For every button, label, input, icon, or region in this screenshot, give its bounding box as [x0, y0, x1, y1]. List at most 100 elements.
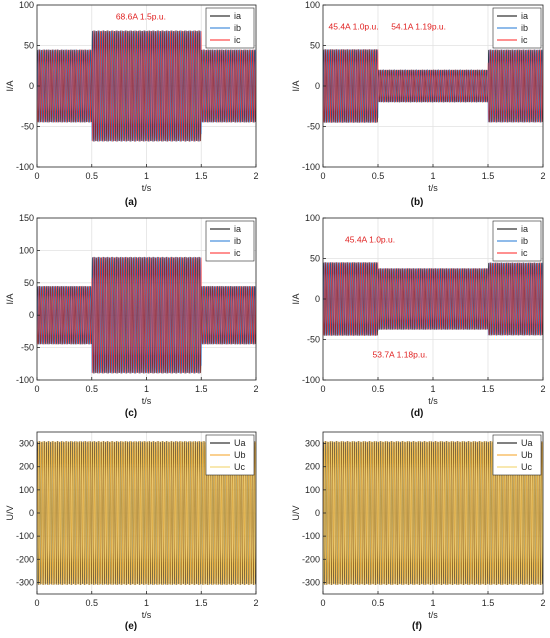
- subfigure-caption: (f): [412, 621, 422, 632]
- x-tick-label: 1: [430, 384, 435, 394]
- x-tick-label: 1: [430, 171, 435, 181]
- subfigure-caption: (e): [125, 621, 137, 632]
- y-tick-label: -100: [302, 375, 320, 385]
- legend-label: ic: [234, 248, 241, 258]
- y-axis-label: I/A: [291, 80, 301, 91]
- x-tick-label: 2: [253, 171, 258, 181]
- y-tick-label: 0: [29, 508, 34, 518]
- y-tick-label: 150: [19, 213, 34, 223]
- x-tick-label: 2: [540, 384, 545, 394]
- x-axis-label: t/s: [142, 396, 152, 406]
- series-line-ia: [37, 30, 256, 142]
- series-line-uc: [37, 441, 256, 585]
- subfigure-caption: (b): [411, 197, 424, 208]
- x-axis-label: t/s: [428, 610, 438, 620]
- legend-label: Ua: [234, 438, 246, 448]
- chart-panel-3: 0 0.5 1 1.5 2 -100 -50 0 50 100 t/s I/A ia ib ic 45.4A …: [291, 213, 546, 419]
- x-tick-label: 2: [253, 384, 258, 394]
- series-line-ic: [37, 256, 256, 374]
- x-tick-label: 0: [34, 384, 39, 394]
- y-tick-label: -50: [21, 343, 34, 353]
- y-tick-label: -300: [302, 577, 320, 587]
- y-tick-label: 100: [19, 0, 34, 10]
- annotation-label: 53.7A 1.18p.u.: [373, 349, 428, 359]
- annotation-label: 54.1A 1.19p.u.: [391, 21, 446, 31]
- y-axis-label: U/V: [5, 505, 15, 520]
- legend-label: Uc: [521, 462, 532, 472]
- y-tick-label: -100: [302, 162, 320, 172]
- y-tick-label: -300: [16, 577, 34, 587]
- y-tick-label: 50: [310, 41, 320, 51]
- y-tick-label: 0: [315, 508, 320, 518]
- y-tick-label: 100: [19, 485, 34, 495]
- x-tick-label: 0.5: [85, 171, 98, 181]
- legend-label: ib: [234, 23, 241, 33]
- x-tick-label: 1: [144, 171, 149, 181]
- x-tick-label: 0: [320, 384, 325, 394]
- y-tick-label: 100: [305, 213, 320, 223]
- y-tick-label: 0: [29, 310, 34, 320]
- y-tick-label: -200: [16, 554, 34, 564]
- legend-label: ib: [521, 236, 528, 246]
- legend-label: ia: [234, 224, 241, 234]
- series-line-ic: [323, 49, 543, 123]
- legend-label: ib: [521, 23, 528, 33]
- x-tick-label: 2: [253, 598, 258, 608]
- x-tick-label: 0.5: [372, 384, 385, 394]
- series-line-ib: [37, 30, 256, 142]
- x-tick-label: 1: [144, 384, 149, 394]
- x-tick-label: 1.5: [482, 384, 495, 394]
- x-tick-label: 1.5: [195, 171, 208, 181]
- x-tick-label: 0.5: [85, 598, 98, 608]
- series-line-ib: [37, 256, 256, 374]
- x-tick-label: 0: [34, 598, 39, 608]
- y-tick-label: -50: [21, 122, 34, 132]
- y-tick-label: 300: [305, 439, 320, 449]
- x-tick-label: 2: [540, 171, 545, 181]
- series-line-ib: [323, 261, 543, 337]
- legend-label: Ub: [521, 450, 533, 460]
- y-tick-label: 100: [305, 0, 320, 10]
- series-line-ic: [37, 30, 256, 142]
- x-tick-label: 1.5: [195, 598, 208, 608]
- legend-label: ic: [234, 35, 241, 45]
- y-tick-label: 50: [24, 278, 34, 288]
- x-axis-label: t/s: [142, 610, 152, 620]
- chart-panel-1: 0 0.5 1 1.5 2 -100 -50 0 50 100 t/s I/A ia ib ic 45.4A …: [291, 0, 546, 208]
- y-axis-label: I/A: [291, 293, 301, 304]
- annotation-label: 68.6A 1.5p.u.: [116, 12, 166, 22]
- legend-label: Uc: [234, 462, 245, 472]
- y-tick-label: 0: [315, 294, 320, 304]
- legend-label: ib: [234, 236, 241, 246]
- legend: Ua Ub Uc: [492, 434, 542, 476]
- y-axis-label: U/V: [291, 505, 301, 520]
- y-tick-label: 200: [19, 462, 34, 472]
- x-tick-label: 0.5: [372, 598, 385, 608]
- y-tick-label: -100: [16, 375, 34, 385]
- legend-label: ic: [521, 248, 528, 258]
- y-axis-label: I/A: [5, 293, 15, 304]
- x-tick-label: 0.5: [85, 384, 98, 394]
- y-tick-label: 100: [305, 485, 320, 495]
- y-tick-label: 0: [29, 81, 34, 91]
- x-tick-label: 0: [320, 598, 325, 608]
- y-tick-label: -200: [302, 554, 320, 564]
- chart-panel-5: 0 0.5 1 1.5 2-300-200-1000100200300t/sU/VUaU…: [291, 431, 546, 632]
- y-tick-label: 100: [19, 245, 34, 255]
- legend: ia ib ic: [492, 7, 542, 49]
- legend: Ua Ub Uc: [205, 434, 255, 476]
- x-tick-label: 1: [144, 598, 149, 608]
- y-tick-label: -100: [302, 531, 320, 541]
- series-line-ia: [323, 49, 543, 123]
- y-tick-label: -100: [16, 531, 34, 541]
- legend-label: ia: [521, 11, 528, 21]
- x-tick-label: 1.5: [195, 384, 208, 394]
- x-axis-label: t/s: [428, 183, 438, 193]
- legend-label: ia: [234, 11, 241, 21]
- x-axis-label: t/s: [428, 396, 438, 406]
- series-line-ub: [323, 441, 543, 585]
- annotation-label: 45.4A 1.0p.u.: [329, 21, 379, 31]
- y-tick-label: 50: [24, 41, 34, 51]
- y-tick-label: -50: [307, 335, 320, 345]
- y-axis-label: I/A: [5, 80, 15, 91]
